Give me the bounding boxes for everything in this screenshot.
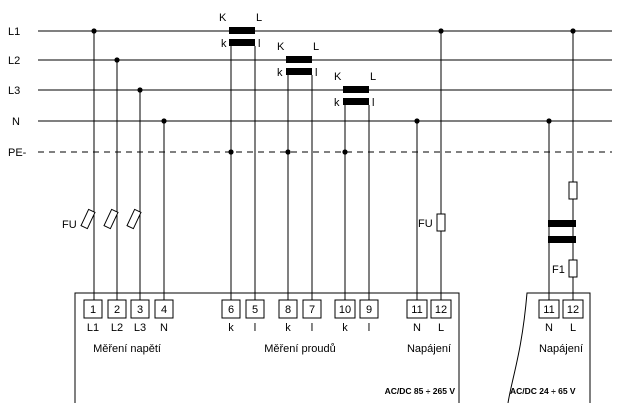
- terminal-number: 1: [90, 304, 96, 316]
- terminal-number: 3: [137, 304, 143, 316]
- terminal-label: k: [285, 322, 291, 334]
- ct1-secondary-l: l: [258, 38, 260, 50]
- ct2-primary-l: L: [313, 41, 319, 53]
- fuse-label-dc: F1: [552, 264, 565, 276]
- terminal-label: k: [228, 322, 234, 334]
- terminal-block: [83, 299, 584, 319]
- terminal-6: [221, 299, 241, 319]
- ct2-secondary-k: k: [277, 67, 283, 79]
- ct3-secondary-k: k: [334, 97, 340, 109]
- terminal-8: [278, 299, 298, 319]
- fuse-icon: [126, 208, 142, 230]
- terminal-label: N: [545, 322, 553, 334]
- terminal-label: l: [254, 322, 256, 334]
- line-label-l1: L1: [8, 26, 20, 38]
- terminal-3: [130, 299, 150, 319]
- isolation-bar-icon: [548, 236, 576, 243]
- terminal-12: [430, 299, 452, 319]
- terminal-label: L2: [111, 322, 123, 334]
- group-label-dc-supply: Napájení: [539, 343, 583, 355]
- ct3-secondary-l: l: [372, 97, 374, 109]
- ct1-primary-l: L: [256, 12, 262, 24]
- terminal-label: N: [160, 322, 168, 334]
- line-label-l3: L3: [8, 85, 20, 97]
- terminal-number: 12: [567, 304, 579, 316]
- terminal-number: 5: [252, 304, 258, 316]
- dc-supply-wiring: [546, 28, 578, 300]
- terminal-label: L: [438, 322, 444, 334]
- device-housing-dc: [507, 292, 591, 403]
- ct-core-icon: [229, 27, 255, 34]
- terminal-dc-12: [562, 299, 584, 319]
- terminal-number: 8: [285, 304, 291, 316]
- rating-ac: AC/DC 85 ÷ 265 V: [385, 386, 456, 396]
- terminal-number: 10: [339, 304, 351, 316]
- ct1-secondary-k: k: [221, 38, 227, 50]
- ct-core-icon: [343, 98, 369, 105]
- ct2-primary-k: K: [277, 41, 285, 53]
- terminal-11: [406, 299, 428, 319]
- terminal-label: N: [413, 322, 421, 334]
- terminal-number: 6: [228, 304, 234, 316]
- terminal-number: 4: [161, 304, 167, 316]
- fuse-icon: [568, 181, 578, 200]
- terminal-label: L3: [134, 322, 146, 334]
- terminal-number: 9: [366, 304, 372, 316]
- fuse-icon: [568, 259, 578, 278]
- ct3-primary-l: L: [370, 71, 376, 83]
- line-label-pe: PE-: [8, 147, 27, 159]
- terminal-label: L1: [87, 322, 99, 334]
- terminal-number: 11: [411, 304, 422, 316]
- bus-lines: [38, 30, 612, 153]
- terminal-number: 2: [114, 304, 120, 316]
- terminal-dc-11: [538, 299, 560, 319]
- fuse-icon: [80, 208, 96, 230]
- device-housing-main: [74, 292, 460, 403]
- terminal-5: [245, 299, 265, 319]
- isolation-bar-icon: [548, 220, 576, 227]
- fuse-label-supply: FU: [418, 218, 433, 230]
- terminal-9: [359, 299, 379, 319]
- ct-core-icon: [286, 68, 312, 75]
- terminal-label: k: [342, 322, 348, 334]
- ct2-secondary-l: l: [315, 67, 317, 79]
- terminal-label: l: [311, 322, 313, 334]
- ct1-primary-k: K: [219, 12, 227, 24]
- terminal-2: [107, 299, 127, 319]
- rating-dc: AC/DC 24 ÷ 65 V: [510, 386, 576, 396]
- fuse-label-voltage: FU: [62, 219, 77, 231]
- ct-core-icon: [286, 56, 312, 63]
- ct3-primary-k: K: [334, 71, 342, 83]
- ac-supply-wiring: [414, 28, 446, 300]
- terminal-number: 7: [309, 304, 315, 316]
- line-label-l2: L2: [8, 55, 20, 67]
- fuse-icon: [436, 213, 446, 232]
- ct-core-icon: [343, 86, 369, 93]
- terminal-1: [83, 299, 103, 319]
- voltage-wiring: [91, 28, 167, 300]
- terminal-label: l: [368, 322, 370, 334]
- ct-core-icon: [229, 39, 255, 46]
- terminal-number: 11: [543, 304, 554, 316]
- terminal-4: [154, 299, 174, 319]
- terminal-number: 12: [435, 304, 447, 316]
- terminal-10: [334, 299, 356, 319]
- voltage-fuses: [80, 208, 142, 230]
- group-label-voltage: Měření napětí: [93, 343, 161, 355]
- line-label-n: N: [12, 116, 20, 128]
- group-label-supply: Napájení: [407, 343, 451, 355]
- current-transformers: [228, 27, 370, 300]
- fuse-icon: [103, 208, 119, 230]
- terminal-7: [302, 299, 322, 319]
- terminal-label: L: [570, 322, 576, 334]
- group-label-current: Měření proudů: [264, 343, 336, 355]
